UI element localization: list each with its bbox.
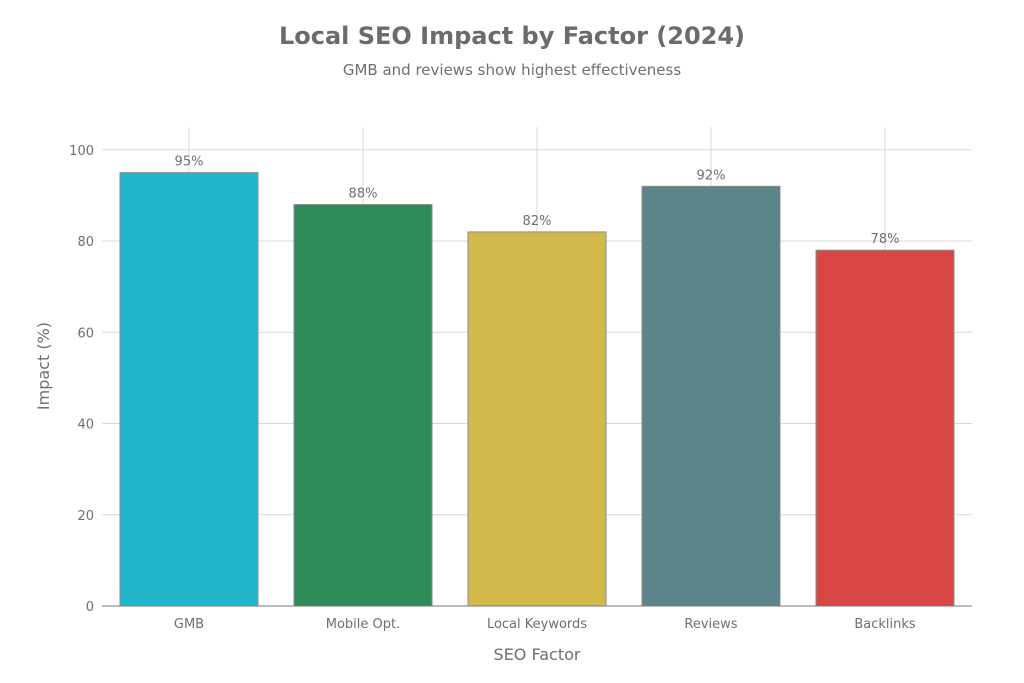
x-tick-label: GMB (174, 617, 204, 632)
bar-value-label: 78% (871, 232, 900, 247)
x-tick-label: Backlinks (854, 617, 916, 632)
chart-subtitle: GMB and reviews show highest effectivene… (343, 61, 681, 79)
y-tick-label: 80 (77, 235, 94, 250)
x-tick-label: Reviews (684, 617, 737, 632)
x-tick-label: Local Keywords (487, 617, 587, 632)
label-layer: 95% 88% 82% 92% 78% (175, 155, 900, 248)
y-tick-label: 40 (77, 418, 94, 433)
bar-value-label: 88% (349, 187, 378, 202)
bar (119, 172, 259, 607)
y-axis-label: Impact (%) (34, 322, 53, 410)
bar (815, 249, 955, 607)
bar-value-label: 82% (523, 214, 552, 229)
axis-layer: 0 20 40 60 80 100 GMB Mobile Opt. Local Keywords… (69, 144, 972, 632)
bar-value-label: 95% (175, 155, 204, 170)
bar-value-label: 92% (697, 168, 726, 183)
bar-layer (119, 172, 955, 607)
y-tick-label: 100 (69, 144, 94, 159)
y-tick-label: 20 (77, 509, 94, 524)
bar (641, 185, 781, 607)
bar (467, 231, 607, 607)
chart-title: Local SEO Impact by Factor (2024) (279, 22, 745, 50)
y-tick-label: 60 (77, 326, 94, 341)
x-tick-label: Mobile Opt. (326, 617, 401, 632)
bar (293, 204, 433, 607)
x-axis-label: SEO Factor (494, 645, 581, 664)
y-tick-label: 0 (86, 600, 94, 615)
